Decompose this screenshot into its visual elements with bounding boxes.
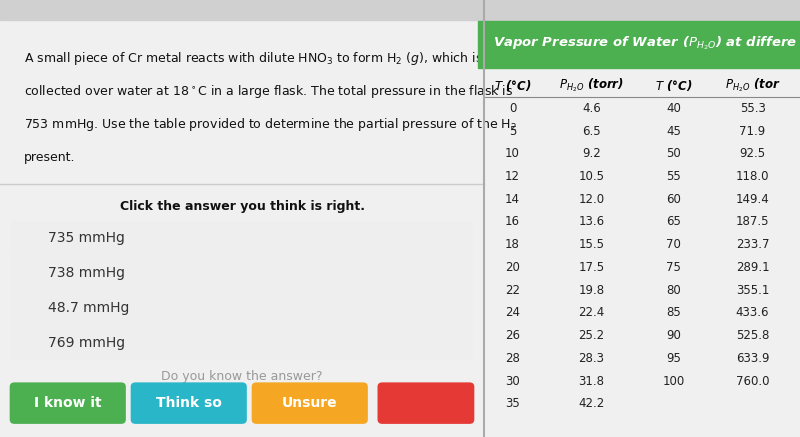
Text: 525.8: 525.8 — [736, 329, 770, 342]
Text: 90: 90 — [666, 329, 681, 342]
Text: 28: 28 — [505, 352, 520, 365]
Text: 45: 45 — [666, 125, 681, 138]
Text: 55: 55 — [666, 170, 681, 183]
Text: 55.3: 55.3 — [740, 102, 766, 115]
Text: 5: 5 — [509, 125, 516, 138]
Text: 75: 75 — [666, 261, 681, 274]
Text: $P_{H_2O}$ (tor: $P_{H_2O}$ (tor — [725, 76, 780, 94]
Text: 70: 70 — [666, 238, 681, 251]
Text: 118.0: 118.0 — [736, 170, 770, 183]
Text: 60: 60 — [666, 193, 681, 206]
Text: 16: 16 — [505, 215, 520, 229]
Bar — [478, 21, 800, 68]
Text: Think so: Think so — [156, 396, 222, 410]
Text: 25.2: 25.2 — [578, 329, 605, 342]
Text: 760.0: 760.0 — [736, 375, 770, 388]
Text: 65: 65 — [666, 215, 681, 229]
Text: 149.4: 149.4 — [736, 193, 770, 206]
Text: 42.2: 42.2 — [578, 397, 605, 410]
Text: Vapor Pressure of Water ($P_{H_2O}$) at differe: Vapor Pressure of Water ($P_{H_2O}$) at … — [494, 35, 798, 52]
Text: 95: 95 — [666, 352, 681, 365]
FancyBboxPatch shape — [10, 291, 474, 325]
Text: 433.6: 433.6 — [736, 306, 770, 319]
Text: 26: 26 — [505, 329, 520, 342]
Text: 22: 22 — [505, 284, 520, 297]
Text: $T$ (°C): $T$ (°C) — [494, 78, 531, 93]
Text: 100: 100 — [662, 375, 685, 388]
Text: 15.5: 15.5 — [578, 238, 605, 251]
Text: 9.2: 9.2 — [582, 147, 601, 160]
Text: 12.0: 12.0 — [578, 193, 605, 206]
Text: 633.9: 633.9 — [736, 352, 770, 365]
Text: 17.5: 17.5 — [578, 261, 605, 274]
FancyBboxPatch shape — [10, 256, 474, 290]
Text: $T$ (°C): $T$ (°C) — [655, 78, 692, 93]
FancyBboxPatch shape — [130, 382, 247, 424]
Bar — [0, 0, 484, 20]
FancyBboxPatch shape — [10, 326, 474, 360]
Text: 233.7: 233.7 — [736, 238, 770, 251]
Text: 6.5: 6.5 — [582, 125, 601, 138]
Text: 769 mmHg: 769 mmHg — [49, 336, 126, 350]
FancyBboxPatch shape — [252, 382, 368, 424]
Text: 50: 50 — [666, 147, 681, 160]
Text: Unsure: Unsure — [282, 396, 338, 410]
Text: 14: 14 — [505, 193, 520, 206]
FancyBboxPatch shape — [10, 382, 126, 424]
Text: 71.9: 71.9 — [739, 125, 766, 138]
Text: 19.8: 19.8 — [578, 284, 605, 297]
Text: 24: 24 — [505, 306, 520, 319]
Text: present.: present. — [24, 151, 76, 164]
Text: collected over water at 18$^\circ$C in a large flask. The total pressure in the : collected over water at 18$^\circ$C in a… — [24, 83, 514, 100]
Text: 355.1: 355.1 — [736, 284, 770, 297]
Text: 22.4: 22.4 — [578, 306, 605, 319]
Text: 85: 85 — [666, 306, 681, 319]
FancyBboxPatch shape — [10, 221, 474, 255]
Text: 4.6: 4.6 — [582, 102, 601, 115]
Text: 48.7 mmHg: 48.7 mmHg — [49, 301, 130, 315]
Text: 20: 20 — [505, 261, 520, 274]
Text: 35: 35 — [505, 397, 520, 410]
Text: 28.3: 28.3 — [578, 352, 605, 365]
Text: 10: 10 — [505, 147, 520, 160]
Text: 13.6: 13.6 — [578, 215, 605, 229]
Text: A small piece of Cr metal reacts with dilute HNO$_3$ to form H$_2$ ($g$), which : A small piece of Cr metal reacts with di… — [24, 51, 483, 67]
Text: 0: 0 — [509, 102, 516, 115]
Text: 289.1: 289.1 — [736, 261, 770, 274]
Text: 92.5: 92.5 — [739, 147, 766, 160]
Bar — [484, 0, 800, 20]
FancyBboxPatch shape — [378, 382, 474, 424]
Text: 187.5: 187.5 — [736, 215, 770, 229]
Text: 40: 40 — [666, 102, 681, 115]
Text: $P_{H_2O}$ (torr): $P_{H_2O}$ (torr) — [559, 76, 624, 94]
Text: 18: 18 — [505, 238, 520, 251]
Text: 31.8: 31.8 — [578, 375, 605, 388]
Text: Do you know the answer?: Do you know the answer? — [162, 370, 322, 383]
Text: I know it: I know it — [34, 396, 102, 410]
Text: 735 mmHg: 735 mmHg — [49, 231, 126, 245]
Text: 12: 12 — [505, 170, 520, 183]
Text: 10.5: 10.5 — [578, 170, 605, 183]
Text: 738 mmHg: 738 mmHg — [49, 266, 126, 280]
Text: 753 mmHg. Use the table provided to determine the partial pressure of the H$_2$: 753 mmHg. Use the table provided to dete… — [24, 116, 518, 133]
Text: 80: 80 — [666, 284, 681, 297]
Text: 30: 30 — [505, 375, 520, 388]
Text: Click the answer you think is right.: Click the answer you think is right. — [119, 200, 365, 213]
